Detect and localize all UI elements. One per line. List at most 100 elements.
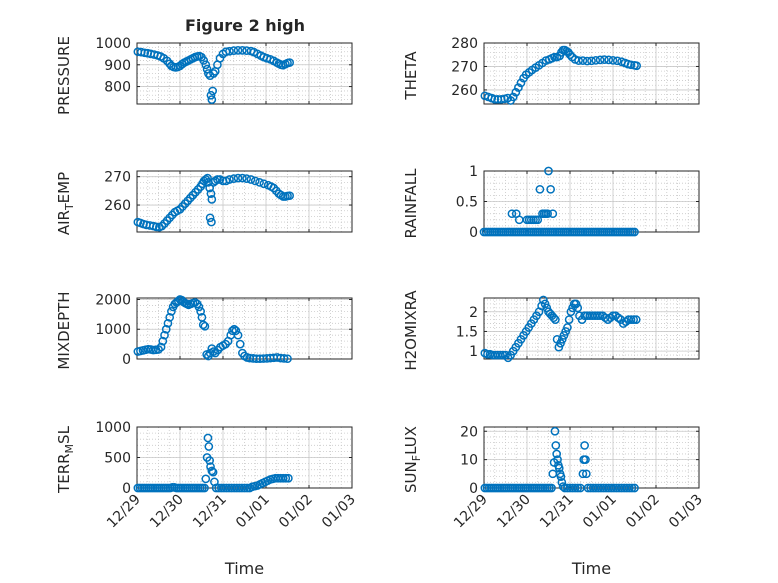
data-point	[225, 175, 234, 184]
subplot-8: 0 10 20 SUNFLUX 12/29 12/30 12/31 01/01 01/02 01/…	[402, 424, 706, 578]
data-point	[608, 56, 618, 65]
x-axis-label: Time	[224, 559, 264, 578]
data-point	[573, 483, 583, 493]
subplot-4: 0 0.5 1 RAINFALL	[402, 164, 700, 241]
y-tick-label: 2000	[95, 292, 131, 308]
data-point	[285, 191, 294, 201]
y-tick-label: 900	[104, 58, 131, 74]
data-point	[259, 179, 269, 189]
data-point	[495, 350, 505, 360]
data-point	[547, 483, 556, 493]
y-axis-label-part: AIR	[55, 210, 73, 235]
data-point	[198, 320, 208, 330]
x-tick-label: 12/29	[104, 492, 144, 532]
data-point	[570, 483, 580, 493]
y-axis-label-part: SUN	[402, 461, 420, 493]
y-tick-label: 2	[469, 305, 478, 321]
data-point	[591, 56, 601, 65]
data-point	[552, 449, 562, 459]
data-point	[163, 318, 173, 328]
data-point	[626, 315, 636, 324]
y-tick-label: 10	[460, 453, 478, 469]
subplot-1: 800 900 1000 PRESSURE	[55, 36, 353, 115]
data-point	[581, 455, 590, 464]
data-point	[556, 338, 565, 348]
subplot-3: 260 270 AIRTEMP	[55, 170, 353, 235]
data-point	[557, 334, 567, 344]
data-point	[235, 339, 245, 349]
data-point	[206, 90, 216, 100]
data-point	[201, 60, 211, 70]
data-point	[156, 342, 166, 352]
data-point	[238, 46, 247, 55]
data-point	[581, 469, 591, 479]
data-point	[629, 315, 638, 324]
data-point	[165, 312, 175, 322]
data-point	[533, 215, 543, 225]
data-point	[564, 315, 574, 324]
data-point	[160, 330, 169, 340]
x-tick-label: 12/29	[451, 492, 491, 532]
data-point	[207, 195, 217, 204]
data-point	[228, 326, 237, 336]
data-point	[543, 209, 552, 219]
data-point	[580, 441, 589, 450]
data-point	[559, 331, 569, 340]
data-point	[196, 307, 205, 316]
data-point	[627, 483, 637, 493]
y-tick-label: 0	[122, 481, 131, 497]
data-point	[200, 321, 210, 331]
y-tick-label: 270	[104, 170, 131, 186]
data-point	[231, 326, 241, 336]
y-tick-label: 1000	[95, 36, 131, 52]
y-axis-label-subscript: F	[410, 455, 423, 461]
axes-box	[483, 297, 700, 360]
y-axis-label-subscript: M	[63, 444, 76, 454]
x-tick-label: 12/31	[190, 492, 230, 532]
data-point	[516, 78, 526, 88]
x-tick-label: 01/02	[623, 492, 663, 532]
y-tick-label: 1000	[95, 420, 131, 436]
data-point	[213, 175, 222, 184]
y-axis-label-part: SL	[55, 425, 73, 444]
data-point	[233, 173, 243, 183]
data-point	[285, 58, 294, 67]
data-point	[278, 473, 288, 483]
y-tick-label: 20	[460, 424, 478, 440]
x-tick-label: 12/30	[147, 492, 187, 532]
axes-box	[136, 42, 353, 105]
y-axis-label: AIRTEMP	[55, 172, 76, 235]
y-tick-label: 0.5	[456, 195, 478, 211]
data-point	[608, 311, 618, 321]
data-point	[587, 56, 596, 66]
data-point	[612, 56, 622, 66]
data-point	[199, 56, 208, 65]
data-point	[593, 311, 602, 321]
data-point	[544, 166, 553, 176]
y-tick-label: 0	[469, 481, 478, 497]
y-tick-label: 0	[122, 352, 131, 368]
figure-title: Figure 2 high	[185, 16, 305, 35]
y-tick-label: 500	[104, 451, 131, 467]
data-point	[283, 354, 292, 364]
data-point	[205, 183, 215, 193]
y-tick-label: 0	[469, 225, 478, 241]
y-tick-label: 1	[469, 344, 478, 360]
data-point	[281, 473, 291, 483]
axes-box	[136, 170, 353, 233]
data-point	[582, 56, 592, 66]
data-point	[578, 56, 588, 65]
x-tick-label: 01/03	[319, 492, 359, 532]
data-point	[578, 469, 588, 479]
data-point	[250, 176, 260, 186]
data-point	[206, 189, 216, 199]
data-point	[604, 55, 614, 65]
data-point	[553, 455, 562, 464]
x-tick-label: 12/30	[494, 492, 534, 532]
data-point	[565, 50, 575, 60]
data-point	[177, 59, 187, 69]
data-point	[514, 215, 524, 225]
data-point	[154, 345, 163, 354]
data-point	[208, 86, 218, 96]
